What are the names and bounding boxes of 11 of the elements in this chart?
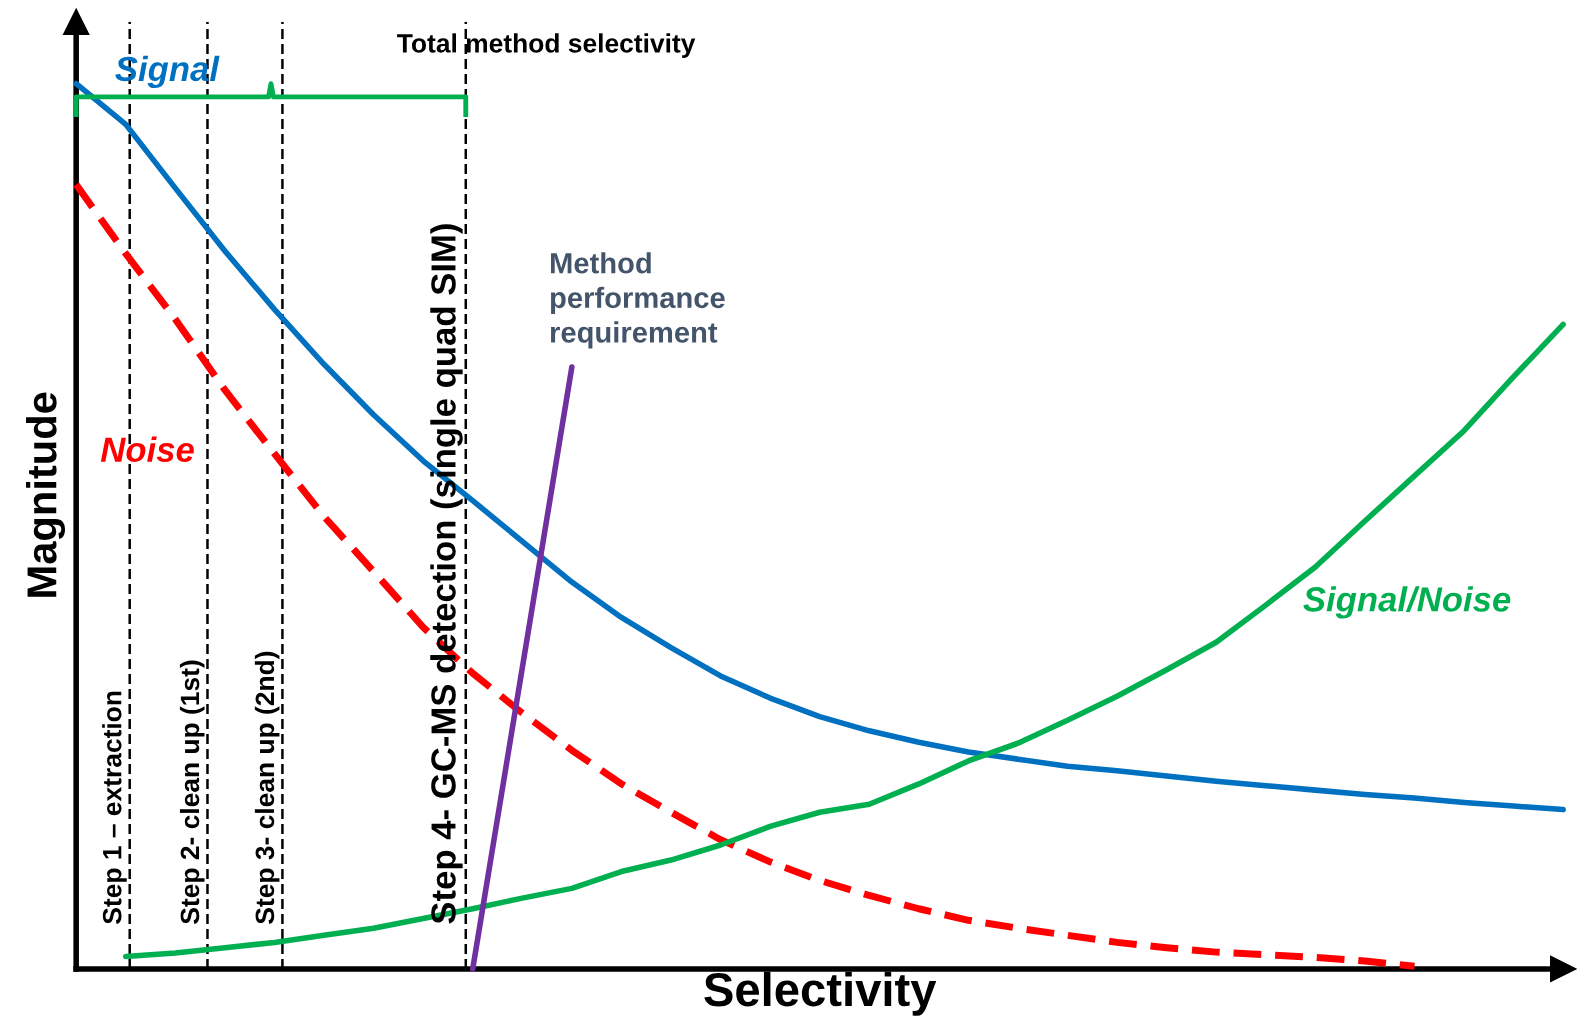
series-label: Signal (115, 55, 220, 89)
x-axis-title: Selectivity (704, 971, 937, 1016)
annotation: Step 1 – extraction (102, 691, 127, 924)
y-axis-title: Magnitude (26, 392, 66, 597)
annotation: Step 4- GC-MS detection (single quad SIM) (430, 224, 463, 924)
series-label: Noise (100, 436, 194, 463)
text: Total method selectivity (397, 33, 696, 58)
annotation: Step 2- clean up (1st) (179, 660, 205, 924)
annotation: Method performance requirement (550, 252, 725, 349)
annotation: Step 3- clean up (2nd) (254, 651, 280, 924)
series-label: Signal/Noise (1303, 586, 1511, 619)
